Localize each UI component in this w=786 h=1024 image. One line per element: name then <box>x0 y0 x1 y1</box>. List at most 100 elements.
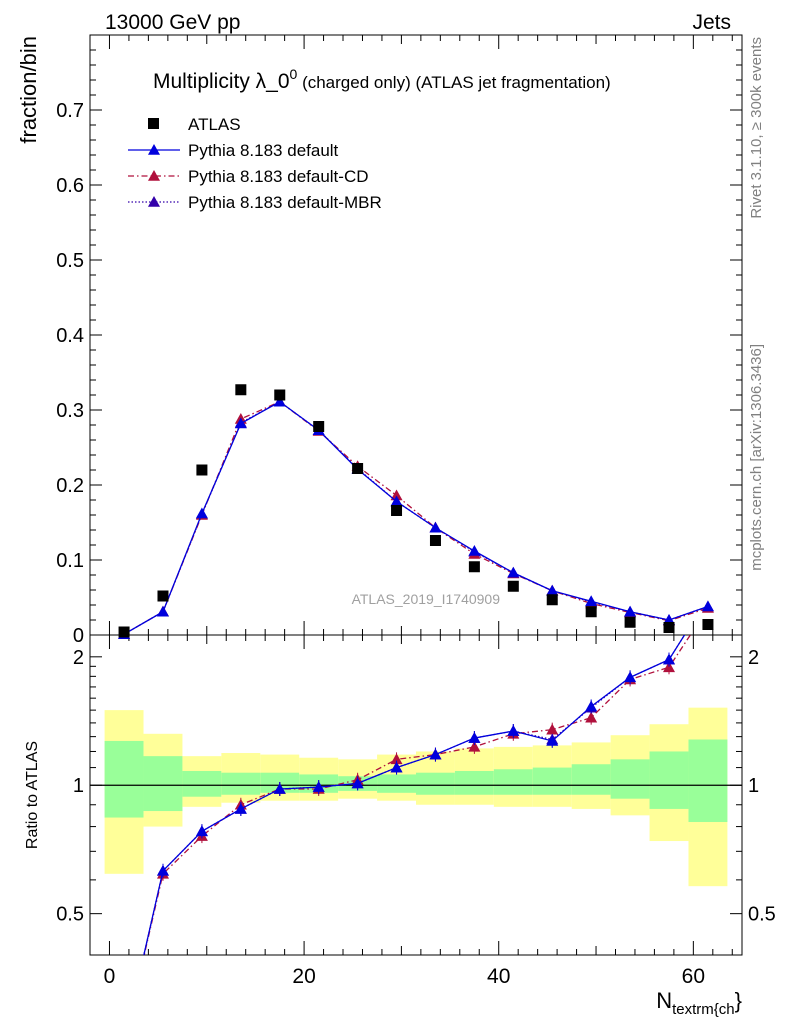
ratio-marker-pythia-8-183-default <box>507 725 520 736</box>
title-rest: (charged only) (ATLAS jet fragmentation) <box>297 73 610 92</box>
main-marker-pythia-8-183-default-cd <box>390 489 403 501</box>
main-data-point-atlas <box>507 580 519 592</box>
main-data-point-atlas <box>235 384 247 396</box>
main-data-point-atlas <box>429 535 441 546</box>
main-y-axis-label: fraction/bin <box>16 36 41 144</box>
ratio-band-green <box>454 770 494 795</box>
main-marker-pythia-8-183-default <box>273 395 286 407</box>
main-data-point-atlas <box>352 463 364 474</box>
ratio-y-tick-label-right: 0.5 <box>748 904 776 926</box>
main-marker-pythia-8-183-default <box>429 521 442 533</box>
x-tick-label: 60 <box>682 965 705 988</box>
x-tick-label: 20 <box>292 965 315 988</box>
ratio-marker-pythia-8-183-default <box>156 864 169 876</box>
ratio-line-pythia-8-183-default-cd <box>143 635 692 955</box>
ratio-marker-pythia-8-183-default <box>195 825 208 837</box>
ratio-band-green <box>571 764 611 795</box>
main-y-tick-label: 0.4 <box>56 325 84 347</box>
legend-marker-atlas <box>148 118 159 129</box>
x-axis-label-main: N <box>656 988 672 1013</box>
ratio-band-green <box>688 739 728 823</box>
ratio-y-tick-label-right: 1 <box>748 775 759 797</box>
main-marker-pythia-8-183-default <box>701 600 714 612</box>
main-marker-pythia-8-183-default <box>390 495 403 507</box>
ratio-band-green <box>493 769 533 795</box>
legend-marker-pythia-8-183-default-cd <box>148 170 160 181</box>
ratio-marker-pythia-8-183-default <box>273 782 286 794</box>
main-data-point-atlas <box>313 421 325 432</box>
main-y-tick-label: 0.7 <box>56 100 84 122</box>
ratio-y-tick-label: 0.5 <box>56 904 84 926</box>
ratio-plot-frame: 0 20 40 60 0.5 0.5 1 1 2 2 <box>56 634 776 988</box>
main-data-point-atlas <box>196 464 208 476</box>
ratio-band-green <box>532 767 572 795</box>
main-y-tick-label: 0.5 <box>56 250 84 272</box>
x-axis-label-subscript: textrm{ch <box>672 1001 735 1018</box>
main-data-point-atlas <box>702 619 714 630</box>
main-y-tick-label: 0.1 <box>56 550 84 572</box>
ratio-marker-pythia-8-183-default <box>624 671 637 683</box>
main-line-pythia-8-183-default <box>123 400 709 635</box>
main-y-tick-label: 0.6 <box>56 175 84 197</box>
ratio-band-green <box>377 774 416 793</box>
x-axis-label: Ntextrm{ch} <box>656 988 742 1018</box>
ratio-band-green <box>610 759 650 799</box>
main-plot-title: Multiplicity λ_00 (charged only) (ATLAS … <box>153 66 611 93</box>
main-y-tick-label: 0 <box>73 625 84 647</box>
legend-marker-pythia-8-183-default-mbr <box>148 196 160 207</box>
main-marker-pythia-8-183-default <box>585 595 598 607</box>
ratio-y-tick-label: 1 <box>73 775 84 797</box>
title-main: Multiplicity λ_0 <box>153 70 290 93</box>
main-y-tick-label: 0.3 <box>56 400 84 422</box>
ratio-y-axis-label: Ratio to ATLAS <box>24 741 41 849</box>
ratio-marker-pythia-8-183-default <box>390 761 403 773</box>
ratio-line-pythia-8-183-default <box>143 635 686 955</box>
ratio-marker-pythia-8-183-default <box>429 748 442 760</box>
main-data-point-atlas <box>157 590 169 602</box>
legend-label-pythia-8-183-default: Pythia 8.183 default <box>188 141 339 160</box>
main-data-point-atlas <box>546 594 558 606</box>
ratio-marker-pythia-8-183-default-cd <box>546 723 559 735</box>
ratio-marker-pythia-8-183-default <box>468 732 481 743</box>
ratio-plot-border <box>89 634 743 956</box>
ratio-marker-pythia-8-183-default <box>546 734 559 746</box>
ratio-uncertainty-bands <box>90 707 742 887</box>
title-superscript: 0 <box>290 66 298 82</box>
main-line-pythia-8-183-default-cd <box>123 401 709 635</box>
ratio-band-green <box>143 756 183 812</box>
ratio-marker-pythia-8-183-default <box>234 802 247 814</box>
main-marker-pythia-8-183-default <box>234 417 247 429</box>
x-tick-label: 0 <box>104 965 116 988</box>
legend: ATLAS Pythia 8.183 default Pythia 8.183 de… <box>128 115 382 212</box>
ratio-plot-series <box>143 635 692 955</box>
main-y-tick-label: 0.2 <box>56 475 84 497</box>
ratio-marker-pythia-8-183-default <box>351 777 364 789</box>
ratio-marker-pythia-8-183-default-cd <box>390 753 403 765</box>
main-data-point-atlas <box>624 616 636 628</box>
x-axis-label-close: } <box>735 988 742 1013</box>
main-marker-pythia-8-183-default <box>624 605 637 617</box>
main-data-point-atlas <box>468 561 480 573</box>
header-left-label: 13000 GeV pp <box>105 11 240 34</box>
main-data-point-atlas <box>585 606 597 618</box>
ratio-marker-pythia-8-183-default-cd <box>663 661 676 673</box>
ratio-band-green <box>416 772 455 795</box>
ratio-marker-pythia-8-183-default-cd <box>468 740 481 752</box>
main-marker-pythia-8-183-default <box>195 507 208 519</box>
main-data-point-atlas <box>663 622 675 633</box>
main-data-point-atlas <box>118 626 130 638</box>
ratio-band-green <box>649 751 689 809</box>
ratio-band-green <box>221 772 261 795</box>
ratio-band-green <box>182 770 222 797</box>
ratio-marker-pythia-8-183-default <box>312 781 325 792</box>
ratio-marker-pythia-8-183-default <box>585 700 598 712</box>
legend-label-pythia-8-183-default-cd: Pythia 8.183 default-CD <box>188 167 369 186</box>
main-marker-pythia-8-183-default <box>468 545 481 556</box>
legend-marker-pythia-8-183-default <box>148 144 160 155</box>
main-marker-pythia-8-183-default <box>507 566 520 578</box>
ratio-marker-pythia-8-183-default-cd <box>585 711 598 723</box>
main-data-point-atlas <box>274 389 286 401</box>
header-right-label: Jets <box>692 11 731 34</box>
main-plot-frame: 0 0.1 0.2 0.3 0.4 0.5 0.6 0.7 <box>56 34 743 647</box>
